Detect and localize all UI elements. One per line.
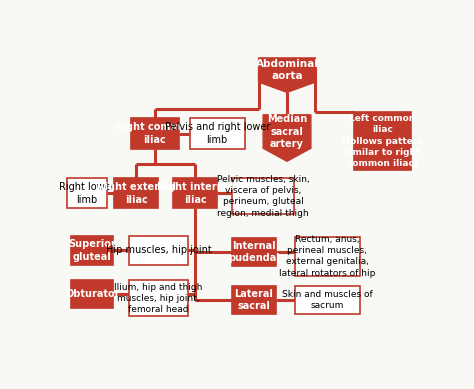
FancyBboxPatch shape [295,237,360,276]
FancyBboxPatch shape [232,179,294,214]
FancyBboxPatch shape [71,236,113,265]
Text: Obturator: Obturator [65,289,119,299]
Text: Abdominal
aorta: Abdominal aorta [255,59,319,81]
Text: Median
sacral
artery: Median sacral artery [267,114,307,149]
FancyBboxPatch shape [354,112,411,170]
FancyBboxPatch shape [71,280,113,308]
FancyBboxPatch shape [295,286,360,314]
Text: Pelvic muscles, skin,
viscera of pelvis,
perineum, gluteal
region, medial thigh: Pelvic muscles, skin, viscera of pelvis,… [217,175,310,217]
Text: Right external
iliac: Right external iliac [97,182,176,205]
Text: Ilium, hip and thigh
muscles, hip joint,
femoral head: Ilium, hip and thigh muscles, hip joint,… [114,283,202,314]
FancyBboxPatch shape [232,286,276,314]
Text: Right common
iliac: Right common iliac [115,123,194,145]
FancyBboxPatch shape [131,118,179,149]
Text: Skin and muscles of
sacrum: Skin and muscles of sacrum [282,290,373,310]
FancyBboxPatch shape [129,280,188,316]
FancyBboxPatch shape [173,179,217,209]
FancyBboxPatch shape [190,118,245,149]
Polygon shape [263,115,311,161]
FancyBboxPatch shape [232,238,276,266]
Text: Right lower
limb: Right lower limb [59,182,115,205]
FancyBboxPatch shape [129,236,188,265]
Polygon shape [258,58,316,92]
FancyBboxPatch shape [114,179,158,209]
Text: Internal
pudendal: Internal pudendal [228,241,280,263]
Text: Right internal
iliac: Right internal iliac [157,182,234,205]
FancyBboxPatch shape [66,179,107,209]
Text: Superior
gluteal: Superior gluteal [68,239,116,261]
Text: Left common
iliac
(follows pattern
similar to right
common iliac): Left common iliac (follows pattern simil… [342,114,423,168]
Text: Lateral
sacral: Lateral sacral [235,289,273,311]
Text: Pelvis and right lower
limb: Pelvis and right lower limb [164,123,270,145]
Text: Rectum, anus,
perineal muscles,
external genitalia,
lateral rotators of hip: Rectum, anus, perineal muscles, external… [279,235,375,277]
Text: Hip muscles, hip joint: Hip muscles, hip joint [106,245,211,255]
